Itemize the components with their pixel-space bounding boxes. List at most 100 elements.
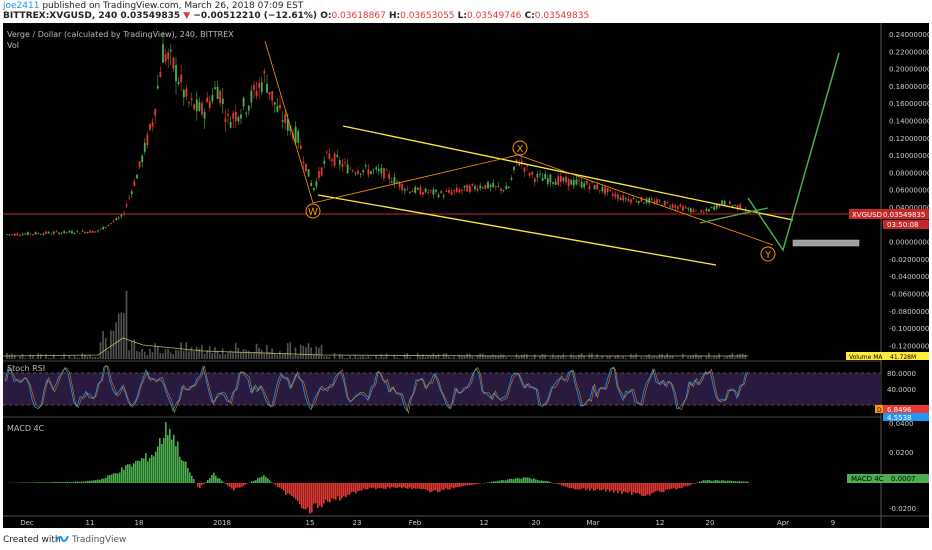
macd-bar	[379, 483, 381, 489]
candle-body	[518, 163, 521, 166]
wave-line-w-x[interactable]	[312, 154, 519, 204]
macd-bar	[609, 483, 611, 492]
volume-bar	[385, 353, 388, 359]
time-tick-label: Apr	[777, 519, 789, 527]
candle-body	[138, 161, 141, 167]
candle-body	[445, 191, 448, 192]
author-link[interactable]: joe2411	[3, 1, 40, 11]
macd-bar	[183, 461, 185, 483]
macd-bar	[187, 468, 189, 483]
volume-label: Vol	[7, 41, 19, 50]
macd-bar	[365, 483, 367, 490]
volume-bar	[565, 357, 567, 359]
macd-bar	[459, 483, 461, 488]
candle-body	[302, 161, 305, 164]
candle-body	[630, 199, 632, 203]
chart-area[interactable]: W X Y Verge / Dollar (calculated by Trad…	[2, 23, 932, 528]
volume-bar	[468, 353, 471, 359]
volume-bar	[715, 356, 718, 359]
wave-label-y[interactable]: Y	[760, 246, 776, 262]
macd-bar	[389, 483, 391, 489]
price-tick-label: -0.04000000	[889, 273, 929, 281]
candle-body	[552, 182, 554, 184]
macd-bar	[439, 483, 441, 492]
projection-path[interactable]	[747, 52, 840, 252]
candle-body	[604, 186, 606, 194]
macd-bar	[331, 483, 333, 499]
macd-bar	[655, 483, 657, 492]
wave-label-w[interactable]: W	[305, 203, 321, 219]
candle-body	[219, 90, 222, 104]
stoch-tick-80: 80.0000	[887, 370, 916, 378]
macd-bar	[91, 480, 93, 483]
chart-svg[interactable]: W X Y Verge / Dollar (calculated by Trad…	[2, 23, 932, 528]
time-axis[interactable]: Dec 11 18 2018 15 23 Feb 12 20 Mar 12 20 Apr 9	[20, 519, 835, 527]
macd-bar	[695, 483, 697, 484]
wave-line-x-y[interactable]	[517, 154, 774, 246]
candle-body	[143, 142, 146, 152]
candle-body	[411, 191, 414, 193]
candle-body	[349, 168, 352, 170]
candle-body	[323, 160, 326, 164]
candle-body	[390, 181, 393, 183]
volume-bar	[338, 354, 341, 359]
tradingview-logo-icon[interactable]	[55, 534, 69, 547]
macd-bar	[217, 478, 219, 483]
time-tick-label: Mar	[586, 519, 599, 527]
macd-bar	[637, 483, 639, 494]
volume-bar	[123, 313, 125, 359]
candle-body	[341, 163, 344, 167]
volume-bar	[463, 355, 466, 359]
macd-bar	[61, 481, 63, 483]
candle-body	[377, 169, 380, 172]
macd-bar	[523, 477, 525, 483]
candle-body	[279, 104, 281, 109]
price-tag-symbol: XVGUSD	[852, 211, 882, 219]
candle-body	[505, 186, 508, 190]
macd-bar	[643, 483, 645, 497]
candle-body	[99, 228, 102, 230]
volume-bar	[273, 353, 276, 359]
volume-bar	[489, 355, 492, 359]
volume-bar	[63, 353, 65, 359]
wave-label-x[interactable]: X	[512, 140, 528, 156]
volume-bar	[320, 344, 323, 359]
macd-bar	[337, 483, 339, 497]
stoch-d-marker	[875, 405, 883, 413]
candle-body	[45, 231, 47, 234]
candle-body	[710, 206, 713, 208]
macd-bar	[79, 481, 81, 483]
macd-bar	[221, 480, 223, 483]
volume-bar	[299, 344, 302, 359]
candle-body	[328, 153, 331, 159]
volume-bar	[229, 350, 232, 359]
time-tick-label: 20	[532, 519, 541, 527]
volume-bar	[630, 354, 632, 359]
candle-body	[393, 176, 396, 185]
volume-bar	[476, 354, 479, 359]
tradingview-brand[interactable]: TradingView	[72, 535, 127, 545]
volume-bar	[643, 357, 645, 359]
candle-body	[539, 173, 541, 175]
wave-line-a[interactable]	[264, 40, 314, 204]
macd-bar	[227, 483, 229, 486]
volume-bar	[315, 346, 318, 359]
macd-bar	[557, 483, 559, 485]
candle-body	[84, 231, 86, 234]
candle-body	[388, 173, 391, 179]
wave-label-w-text: W	[308, 207, 318, 218]
price-tick-label: 0.04000000	[889, 204, 929, 212]
candle-body	[432, 189, 435, 195]
volume-bar	[195, 346, 198, 359]
channel-lower-line[interactable]	[317, 194, 717, 266]
price-axis[interactable]: 0.24000000 0.22000000 0.20000000 0.18000000…	[889, 31, 932, 350]
volume-bar	[403, 354, 406, 359]
macd-bar	[313, 483, 315, 504]
target-box[interactable]	[792, 239, 860, 247]
macd-bar	[401, 483, 403, 489]
time-tick-label: 20	[706, 519, 715, 527]
macd-bar	[133, 463, 135, 483]
green-trendline[interactable]	[699, 207, 769, 224]
macd-bar	[421, 483, 423, 490]
candle-body	[32, 234, 34, 235]
